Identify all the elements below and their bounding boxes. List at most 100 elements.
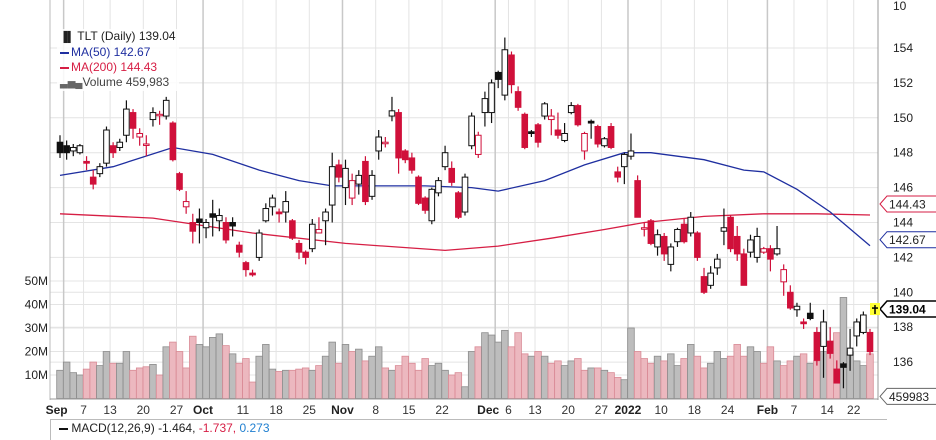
candle-body (833, 368, 841, 384)
candle (123, 100, 130, 143)
candle-body (83, 160, 90, 164)
candle (594, 124, 602, 148)
candle (813, 327, 821, 366)
volume-bar (122, 351, 131, 399)
x-tick-label: Feb (757, 403, 778, 417)
axes: 1013613814014214414614815015215410M20M30… (25, 0, 913, 417)
candle-body (382, 141, 389, 145)
candle (302, 250, 309, 265)
candle (322, 208, 329, 246)
candle (209, 199, 217, 237)
volume-bar (262, 344, 270, 399)
candle-body (534, 124, 542, 143)
candle (149, 107, 157, 127)
volume-bar (62, 361, 71, 399)
candle (826, 327, 834, 359)
candle-body (853, 321, 861, 337)
volume-bar (414, 369, 423, 399)
candle-body (235, 244, 243, 253)
volume-bar (733, 344, 741, 399)
candle (441, 145, 449, 171)
candle (382, 136, 389, 148)
candle (136, 128, 143, 146)
volume-bar (434, 362, 443, 399)
candle-body (634, 180, 641, 218)
candle-body (753, 235, 761, 258)
volume-bar (494, 341, 502, 399)
candle (308, 219, 316, 253)
price-tick-label: 148 (893, 146, 913, 160)
volume-bar (102, 351, 111, 399)
volume-bar (209, 336, 217, 399)
price-tick-label: 140 (893, 285, 913, 299)
volume-bar (793, 355, 801, 399)
candle-body (561, 133, 568, 141)
candle-body (69, 146, 77, 152)
x-tick-label: 7 (791, 403, 798, 417)
volume-bar (129, 369, 137, 399)
volume-bar (454, 372, 463, 399)
candle (89, 170, 97, 190)
candle-body (773, 248, 781, 255)
candle (587, 119, 595, 139)
volume-bar (806, 362, 814, 399)
candle (614, 166, 622, 183)
candle (355, 170, 363, 195)
volume-bar (142, 366, 151, 399)
volume-bar (667, 353, 675, 399)
volume-bar (481, 332, 489, 399)
candle (415, 175, 422, 206)
candle-body (587, 120, 595, 124)
candle-body (521, 113, 529, 148)
x-tick-label: 18 (269, 403, 283, 417)
candle (694, 231, 701, 261)
candle (621, 152, 628, 185)
volume-bar (527, 355, 536, 399)
volume-tick-label: 10M (25, 368, 48, 382)
candle-body (162, 99, 170, 117)
candle-body (455, 192, 462, 218)
candle-body (474, 134, 482, 155)
macd-value: -1.464, (158, 421, 196, 435)
volume-bar (116, 362, 124, 399)
candle-body (713, 258, 721, 269)
candle (860, 311, 867, 335)
ma200-value-tag-text: 144.43 (889, 197, 926, 211)
volume-bar (866, 353, 874, 399)
volume-tick-label: 50M (25, 274, 48, 288)
macd-signal-value: -1.737, (198, 421, 237, 435)
candle (581, 131, 588, 160)
volume-bar (786, 360, 795, 399)
volume-bar (687, 344, 695, 399)
candle (528, 130, 535, 137)
volume-bar (408, 362, 416, 399)
candle-body (342, 167, 349, 189)
candle-body (554, 129, 562, 136)
candle (806, 302, 814, 321)
candle-body (89, 176, 97, 185)
candle (740, 248, 748, 286)
candle-body (660, 235, 668, 255)
candle-body (302, 251, 309, 258)
volume-bar (222, 345, 230, 399)
volume-bar (574, 358, 582, 399)
candle (435, 177, 442, 197)
volume-bar (700, 367, 708, 399)
volume-bar (135, 367, 144, 399)
candle-body (720, 227, 728, 232)
volume-bar (507, 346, 516, 399)
candle (249, 269, 256, 277)
price-tick-label: 144 (893, 216, 913, 230)
candle-body (860, 314, 867, 333)
candle (733, 225, 741, 261)
candle-body (169, 122, 177, 161)
volume-bar (706, 362, 715, 399)
candle-body (747, 239, 754, 253)
candle (395, 109, 402, 174)
candle (787, 285, 794, 310)
candle-body (136, 133, 143, 138)
volume-bar (381, 367, 390, 399)
volume-bar (467, 351, 476, 399)
candle (561, 123, 568, 143)
candle-body (103, 129, 110, 164)
